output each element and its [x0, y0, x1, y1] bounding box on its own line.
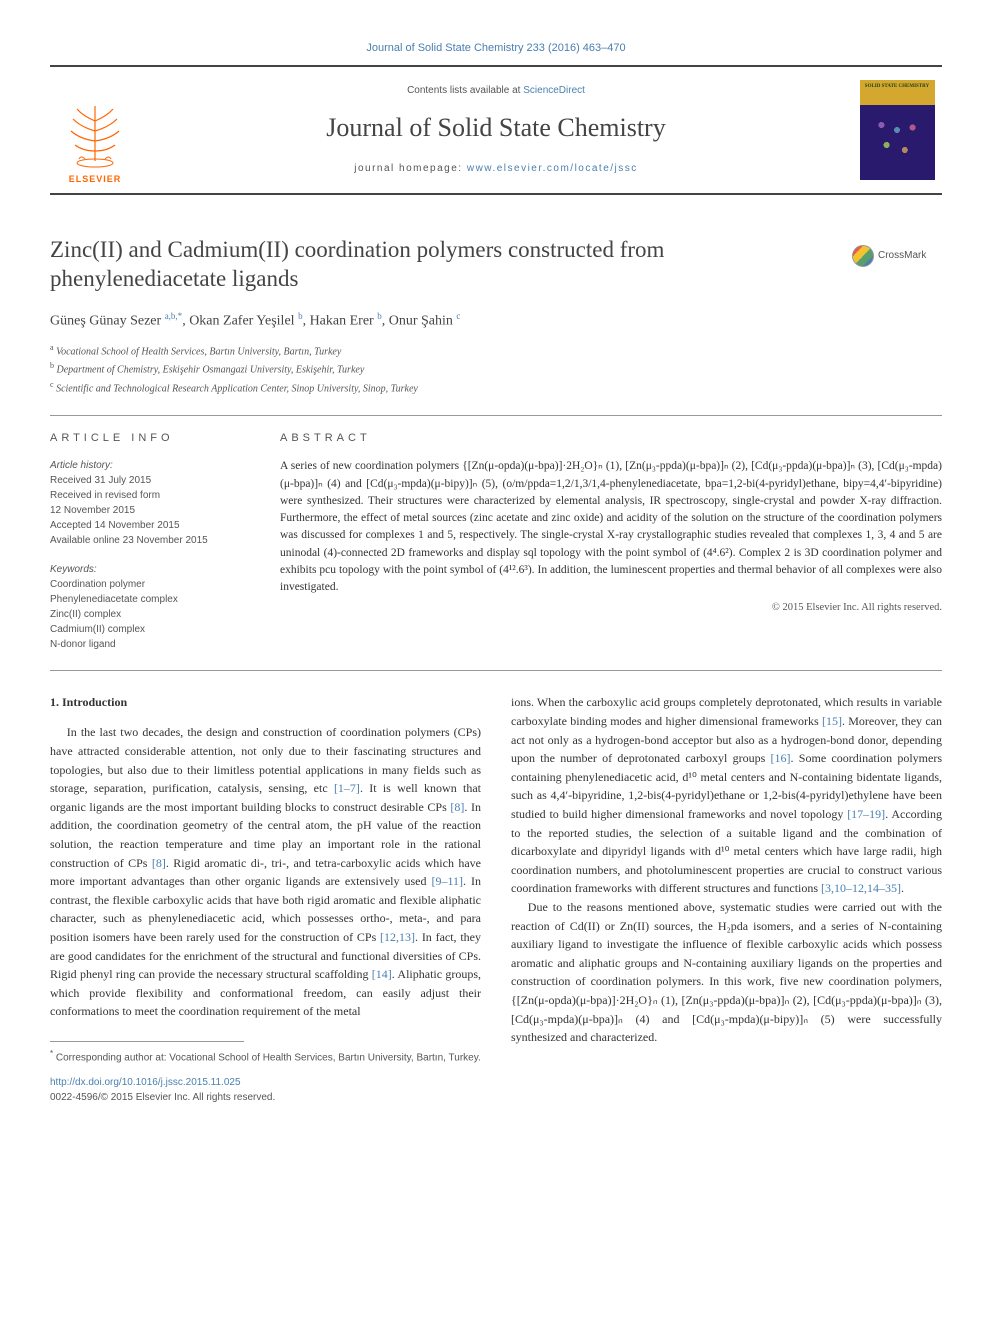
journal-cover-block: SOLID STATE CHEMISTRY — [852, 67, 942, 193]
article-history: Article history: Received 31 July 2015Re… — [50, 458, 250, 548]
affiliations: a Vocational School of Health Services, … — [50, 342, 942, 397]
doi-link[interactable]: http://dx.doi.org/10.1016/j.jssc.2015.11… — [50, 1075, 481, 1090]
article-info-heading: ARTICLE INFO — [50, 430, 250, 447]
homepage-line: journal homepage: www.elsevier.com/locat… — [354, 161, 638, 176]
body-columns: 1. Introduction In the last two decades,… — [50, 693, 942, 1105]
crossmark-label: CrossMark — [878, 248, 926, 263]
divider-bottom — [50, 670, 942, 671]
body-column-right: ions. When the carboxylic acid groups co… — [511, 693, 942, 1105]
abstract-text: A series of new coordination polymers {[… — [280, 458, 942, 596]
introduction-heading: 1. Introduction — [50, 693, 481, 711]
abstract-heading: ABSTRACT — [280, 430, 942, 447]
journal-cover-thumbnail[interactable]: SOLID STATE CHEMISTRY — [860, 80, 935, 180]
homepage-link[interactable]: www.elsevier.com/locate/jssc — [467, 163, 638, 174]
article-title-block: Zinc(II) and Cadmium(II) coordination po… — [50, 235, 942, 295]
authors-line: Güneş Günay Sezer a,b,*, Okan Zafer Yeşi… — [50, 310, 942, 332]
intro-para-2: ions. When the carboxylic acid groups co… — [511, 693, 942, 898]
intro-para-3: Due to the reasons mentioned above, syst… — [511, 898, 942, 1047]
history-label: Article history: — [50, 460, 113, 471]
body-column-left: 1. Introduction In the last two decades,… — [50, 693, 481, 1105]
journal-name: Journal of Solid State Chemistry — [326, 108, 665, 147]
contents-pre: Contents lists available at — [407, 85, 523, 96]
divider-top — [50, 415, 942, 416]
info-abstract-row: ARTICLE INFO Article history: Received 3… — [50, 430, 942, 653]
intro-para-1: In the last two decades, the design and … — [50, 723, 481, 1021]
contents-line: Contents lists available at ScienceDirec… — [407, 83, 585, 98]
keywords-block: Keywords: Coordination polymerPhenylened… — [50, 562, 250, 652]
elsevier-tree-icon — [65, 101, 125, 171]
crossmark-badge[interactable]: CrossMark — [852, 241, 942, 271]
header-center: Contents lists available at ScienceDirec… — [140, 67, 852, 193]
article-info-column: ARTICLE INFO Article history: Received 3… — [50, 430, 250, 653]
elsevier-label: ELSEVIER — [69, 173, 122, 187]
keywords-label: Keywords: — [50, 564, 97, 575]
abstract-column: ABSTRACT A series of new coordination po… — [280, 430, 942, 653]
article-title: Zinc(II) and Cadmium(II) coordination po… — [50, 235, 832, 295]
journal-citation[interactable]: Journal of Solid State Chemistry 233 (20… — [50, 40, 942, 57]
issn-line: 0022-4596/© 2015 Elsevier Inc. All right… — [50, 1090, 481, 1105]
cover-pattern — [871, 115, 924, 165]
corresponding-author-footnote: * Corresponding author at: Vocational Sc… — [50, 1048, 481, 1065]
footnote-separator — [50, 1041, 244, 1042]
copyright-line: © 2015 Elsevier Inc. All rights reserved… — [280, 600, 942, 616]
sciencedirect-link[interactable]: ScienceDirect — [523, 85, 585, 96]
journal-header: ELSEVIER Contents lists available at Sci… — [50, 65, 942, 195]
crossmark-icon — [852, 245, 874, 267]
elsevier-logo[interactable]: ELSEVIER — [55, 87, 135, 187]
publisher-logo-block: ELSEVIER — [50, 67, 140, 193]
cover-title: SOLID STATE CHEMISTRY — [862, 84, 933, 90]
homepage-pre: journal homepage: — [354, 163, 467, 174]
